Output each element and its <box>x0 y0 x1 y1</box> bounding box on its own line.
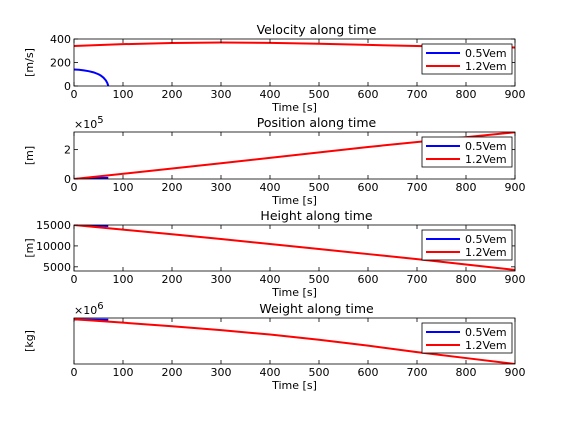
x-tick-label: 100 <box>113 273 134 286</box>
legend-label: 0.5Vem <box>465 47 507 60</box>
x-tick-label: 500 <box>309 273 330 286</box>
x-tick-label: 0 <box>71 366 78 379</box>
x-tick-label: 800 <box>456 181 477 194</box>
x-tick-label: 200 <box>162 88 183 101</box>
x-axis-label: Time [s] <box>271 286 317 299</box>
y-tick-label: 0 <box>64 173 71 186</box>
subplot-1: 0 100 200 300 400 500 600 700 800 900 0 200 400 Veloc… <box>23 22 526 114</box>
legend-label: 1.2Vem <box>465 246 507 259</box>
legend-label: 1.2Vem <box>465 153 507 166</box>
chart-title: Weight along time <box>259 301 374 316</box>
x-axis-label: Time [s] <box>271 379 317 392</box>
y-axis-label: [m/s] <box>23 48 36 77</box>
chart-title: Position along time <box>257 115 377 130</box>
x-tick-label: 100 <box>113 88 134 101</box>
x-tick-label: 500 <box>309 366 330 379</box>
legend-label: 1.2Vem <box>465 60 507 73</box>
x-tick-label: 400 <box>260 181 281 194</box>
y-tick-label: 400 <box>50 33 71 46</box>
x-tick-label: 300 <box>211 181 232 194</box>
x-tick-label: 0 <box>71 273 78 286</box>
x-axis-label: Time [s] <box>271 101 317 114</box>
x-tick-label: 100 <box>113 366 134 379</box>
x-tick-label: 100 <box>113 181 134 194</box>
legend-label: 0.5Vem <box>465 233 507 246</box>
x-tick-label: 0 <box>71 88 78 101</box>
chart-title: Velocity along time <box>257 22 377 37</box>
y-axis-label: [kg] <box>23 330 36 352</box>
x-tick-label: 200 <box>162 181 183 194</box>
x-tick-label: 500 <box>309 88 330 101</box>
y-tick-label: 0 <box>64 80 71 93</box>
x-tick-label: 800 <box>456 366 477 379</box>
x-tick-label: 200 <box>162 366 183 379</box>
y-axis-label: [m] <box>23 238 36 257</box>
y-axis-label: [m] <box>23 146 36 165</box>
x-tick-label: 900 <box>505 88 526 101</box>
x-tick-label: 700 <box>407 366 428 379</box>
x-tick-label: 700 <box>407 273 428 286</box>
x-tick-label: 500 <box>309 181 330 194</box>
y-tick-label: 10000 <box>36 240 71 253</box>
legend-label: 0.5Vem <box>465 140 507 153</box>
x-axis-label: Time [s] <box>271 194 317 207</box>
x-tick-label: 300 <box>211 273 232 286</box>
series-line-0.5Vem <box>74 70 108 86</box>
x-tick-label: 900 <box>505 273 526 286</box>
x-tick-label: 700 <box>407 88 428 101</box>
legend-label: 1.2Vem <box>465 339 507 352</box>
x-tick-label: 600 <box>358 181 379 194</box>
x-tick-label: 700 <box>407 181 428 194</box>
x-tick-label: 800 <box>456 273 477 286</box>
x-tick-label: 200 <box>162 273 183 286</box>
x-tick-label: 600 <box>358 366 379 379</box>
y-tick-label: 200 <box>50 57 71 70</box>
x-tick-label: 600 <box>358 88 379 101</box>
x-tick-label: 400 <box>260 273 281 286</box>
y-tick-label: 2 <box>64 144 71 157</box>
x-tick-label: 0 <box>71 181 78 194</box>
y-tick-label: 15000 <box>36 219 71 232</box>
legend-label: 0.5Vem <box>465 326 507 339</box>
x-tick-label: 800 <box>456 88 477 101</box>
x-tick-label: 300 <box>211 366 232 379</box>
subplot-2: 0 100 200 300 400 500 600 700 800 900 0 2×105 Positi… <box>23 115 526 207</box>
x-tick-label: 600 <box>358 273 379 286</box>
subplot-3: 0 100 200 300 400 500 600 700 800 900 5000 10000 150… <box>23 208 526 299</box>
y-axis-multiplier: ×106 <box>74 301 104 317</box>
x-tick-label: 300 <box>211 88 232 101</box>
y-tick-label: 5000 <box>43 261 71 274</box>
x-tick-label: 900 <box>505 181 526 194</box>
x-tick-label: 400 <box>260 366 281 379</box>
y-axis-multiplier: ×105 <box>74 115 104 131</box>
chart-title: Height along time <box>260 208 372 223</box>
x-tick-label: 900 <box>505 366 526 379</box>
x-tick-label: 400 <box>260 88 281 101</box>
